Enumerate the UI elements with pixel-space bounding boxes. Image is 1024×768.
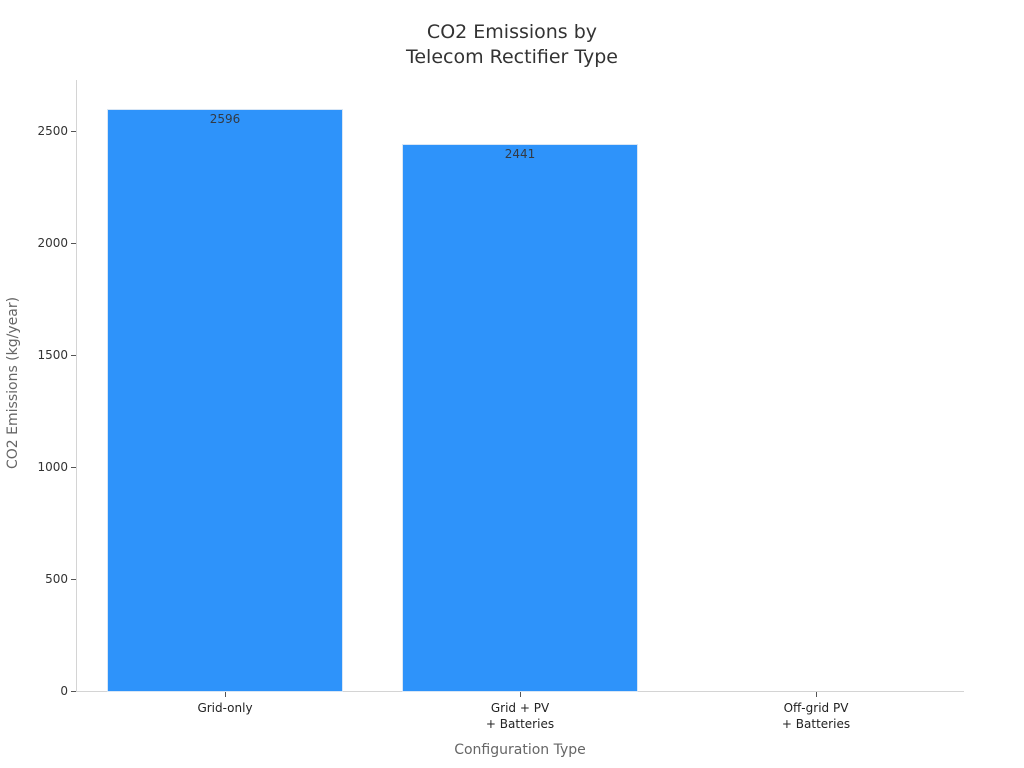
x-tick-label-line: Grid + PV [490,701,550,715]
y-tick-label: 1000 [37,460,68,474]
y-tick: 2500 [0,124,78,145]
x-tick-label-line: Grid-only [197,701,253,715]
x-tick-label-line: + Batteries [485,717,555,731]
y-tick-mark [71,243,76,244]
x-axis-title: Configuration Type [454,742,586,758]
y-axis-line [76,80,77,692]
y-tick-mark [71,131,76,132]
y-tick: 500 [0,572,78,593]
bar [107,109,343,692]
x-tick-mark [816,692,817,697]
y-axis-title: CO2 Emissions (kg/year) [5,296,21,469]
bar-value-label: 2441 [504,147,536,162]
y-tick-label: 1500 [37,348,68,362]
y-tick-mark [71,467,76,468]
x-tick-label: Grid + PV + Batteries [420,700,620,732]
y-tick: 0 [0,684,78,705]
chart-title-line-2: Telecom Rectifier Type [405,46,618,68]
x-tick-label: Off-grid PV + Batteries [716,700,916,732]
y-tick-label: 0 [60,684,68,698]
y-tick-mark [71,579,76,580]
y-tick-mark [71,355,76,356]
x-tick-label-line: + Batteries [781,717,851,731]
x-tick-mark [225,692,226,697]
y-tick-label: 2500 [37,124,68,138]
chart-title: CO2 Emissions by Telecom Rectifier Type [0,20,1024,70]
bar-value-label: 2596 [209,112,241,127]
y-tick-mark [71,691,76,692]
x-tick-label: Grid-only [125,700,325,716]
y-tick: 2000 [0,236,78,257]
bar [402,144,638,692]
y-tick: 1500 [0,348,78,369]
y-tick-label: 500 [45,572,68,586]
y-tick: 1000 [0,460,78,481]
y-tick-label: 2000 [37,236,68,250]
x-tick-mark [520,692,521,697]
chart-title-line-1: CO2 Emissions by [426,21,598,43]
x-tick-label-line: Off-grid PV [783,701,849,715]
